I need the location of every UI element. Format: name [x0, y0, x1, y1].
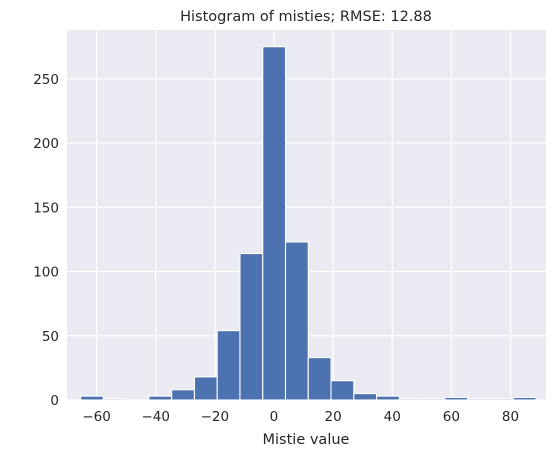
histogram-bar	[148, 395, 173, 401]
y-tick-label: 200	[33, 136, 59, 152]
y-tick-label: 50	[42, 329, 59, 345]
y-tick-label: 250	[33, 72, 59, 88]
chart-title: Histogram of misties; RMSE: 12.88	[180, 9, 432, 25]
y-tick-label: 0	[50, 393, 59, 409]
x-tick-labels: −60 −40 −20 0 20 40 60 80	[82, 409, 519, 425]
histogram-bar	[467, 398, 491, 401]
histogram-bar	[216, 330, 241, 401]
histogram-bars	[80, 46, 537, 401]
histogram-bar	[239, 252, 264, 401]
histogram-bar	[262, 46, 287, 401]
histogram-bar	[284, 241, 309, 401]
x-axis-label: Mistie value	[263, 432, 350, 448]
histogram-bar	[80, 395, 104, 401]
x-tick-label: 80	[502, 409, 519, 425]
x-tick-label: −20	[201, 409, 230, 425]
y-tick-label: 100	[33, 265, 59, 281]
histogram-bar	[421, 398, 446, 401]
x-tick-label: 60	[443, 409, 460, 425]
histogram-bar	[353, 393, 378, 401]
histogram-bar	[193, 376, 218, 401]
histogram-bar	[307, 357, 332, 401]
histogram-bar	[376, 395, 400, 401]
y-tick-label: 150	[33, 200, 59, 216]
x-tick-label: 40	[384, 409, 401, 425]
histogram-bar	[330, 380, 355, 401]
histogram-bar	[489, 398, 514, 401]
x-tick-label: −40	[141, 409, 170, 425]
y-tick-labels: 0 50 100 150 200 250	[33, 72, 59, 409]
x-tick-label: −60	[82, 409, 111, 425]
histogram-bar	[444, 396, 469, 401]
x-tick-label: 20	[325, 409, 342, 425]
histogram-bar	[171, 389, 195, 401]
histogram-bar	[512, 396, 537, 401]
histogram-bar	[102, 398, 127, 401]
histogram-bar	[398, 398, 423, 401]
x-tick-label: 0	[270, 409, 279, 425]
